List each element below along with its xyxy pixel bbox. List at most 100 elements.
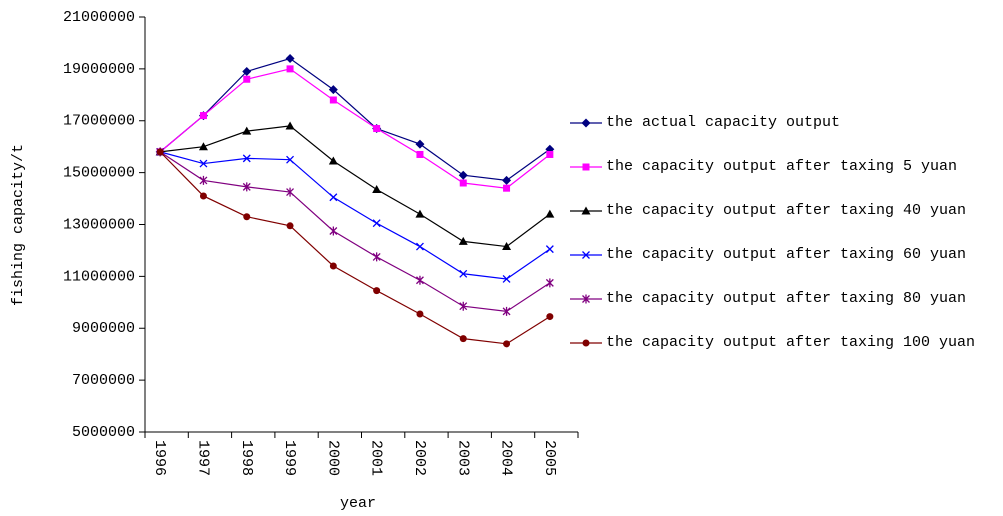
marker: [458, 170, 468, 180]
marker: [581, 206, 591, 215]
series-line: [159, 151, 551, 345]
legend-swatch: [570, 206, 602, 215]
legend-swatch: [570, 118, 602, 128]
x-tick-label: 1998: [238, 440, 255, 476]
x-tick-label: 1997: [194, 440, 211, 476]
marker: [503, 184, 511, 192]
marker: [285, 54, 295, 63]
marker: [582, 294, 590, 304]
x-axis-label: year: [340, 495, 376, 512]
marker: [286, 65, 294, 73]
y-tick-label: 5000000: [72, 424, 135, 441]
marker: [581, 118, 591, 128]
marker: [545, 209, 555, 218]
x-tick-label: 2001: [368, 440, 385, 476]
series-line: [160, 125, 551, 248]
marker: [416, 310, 424, 318]
marker: [459, 335, 467, 343]
marker: [243, 75, 251, 83]
marker: [502, 275, 511, 283]
marker: [415, 242, 424, 251]
marker: [416, 150, 424, 158]
marker: [329, 96, 337, 104]
y-tick-label: 19000000: [63, 61, 135, 78]
marker: [546, 150, 554, 158]
y-axis-label: fishing capacity/t: [10, 144, 27, 306]
x-tick-label: 2003: [454, 440, 471, 476]
x-tick-label: 2005: [541, 440, 558, 476]
x-tick-label: 2004: [498, 440, 515, 476]
marker: [242, 182, 251, 192]
marker: [415, 275, 424, 285]
marker: [502, 242, 512, 251]
marker: [199, 112, 207, 120]
legend-swatch: [570, 251, 602, 259]
legend-item: the capacity output after taxing 80 yuan: [568, 289, 1003, 325]
y-tick-label: 13000000: [63, 216, 135, 233]
marker: [545, 278, 554, 288]
x-tick-label: 2002: [411, 440, 428, 476]
marker: [199, 159, 208, 168]
legend-swatch: [570, 339, 602, 347]
series-line: [159, 57, 551, 182]
marker: [372, 184, 382, 193]
legend-item: the capacity output after taxing 100 yua…: [568, 333, 1003, 369]
marker: [328, 156, 338, 165]
marker: [582, 163, 590, 171]
marker: [546, 313, 554, 321]
marker: [198, 142, 208, 151]
y-tick-label: 7000000: [72, 372, 135, 389]
y-tick-label: 9000000: [72, 320, 135, 337]
marker: [328, 85, 338, 95]
marker: [329, 262, 337, 270]
legend-label: the actual capacity output: [606, 114, 841, 131]
marker: [372, 219, 381, 228]
series-line: [159, 151, 551, 313]
marker: [199, 175, 208, 185]
x-tick-label: 1996: [151, 440, 168, 476]
marker: [459, 301, 468, 311]
marker: [415, 139, 425, 149]
y-tick-label: 21000000: [63, 9, 135, 26]
marker: [199, 192, 207, 200]
marker: [502, 175, 512, 185]
marker: [242, 66, 252, 76]
marker: [502, 306, 511, 316]
marker: [286, 222, 294, 230]
marker: [582, 251, 590, 259]
marker: [329, 226, 338, 236]
marker: [415, 209, 425, 218]
marker: [286, 187, 295, 197]
marker: [372, 252, 381, 262]
series-line: [159, 151, 551, 280]
legend-label: the capacity output after taxing 60 yuan: [606, 246, 967, 263]
legend-item: the actual capacity output: [568, 113, 1003, 149]
legend-label: the capacity output after taxing 40 yuan: [606, 202, 967, 219]
x-tick-label: 2000: [324, 440, 341, 476]
legend-label: the capacity output after taxing 5 yuan: [606, 158, 958, 175]
marker: [545, 245, 554, 254]
legend-item: the capacity output after taxing 40 yuan: [568, 201, 1003, 237]
marker: [582, 339, 590, 347]
legend-label: the capacity output after taxing 100 yua…: [606, 334, 976, 351]
marker: [373, 287, 381, 295]
marker: [373, 125, 381, 133]
legend-swatch: [570, 294, 602, 304]
y-tick-label: 15000000: [63, 165, 135, 182]
marker: [458, 236, 468, 245]
marker: [243, 213, 251, 221]
legend-item: the capacity output after taxing 60 yuan: [568, 245, 1003, 281]
marker: [286, 155, 295, 164]
series-line: [159, 68, 551, 189]
legend-item: the capacity output after taxing 5 yuan: [568, 157, 1003, 193]
marker: [156, 148, 164, 156]
legend-label: the capacity output after taxing 80 yuan: [606, 290, 967, 307]
legend-swatch: [570, 163, 602, 171]
y-tick-label: 17000000: [63, 113, 135, 130]
x-tick-label: 1999: [281, 440, 298, 476]
marker: [459, 269, 468, 278]
marker: [242, 154, 251, 163]
marker: [459, 179, 467, 187]
